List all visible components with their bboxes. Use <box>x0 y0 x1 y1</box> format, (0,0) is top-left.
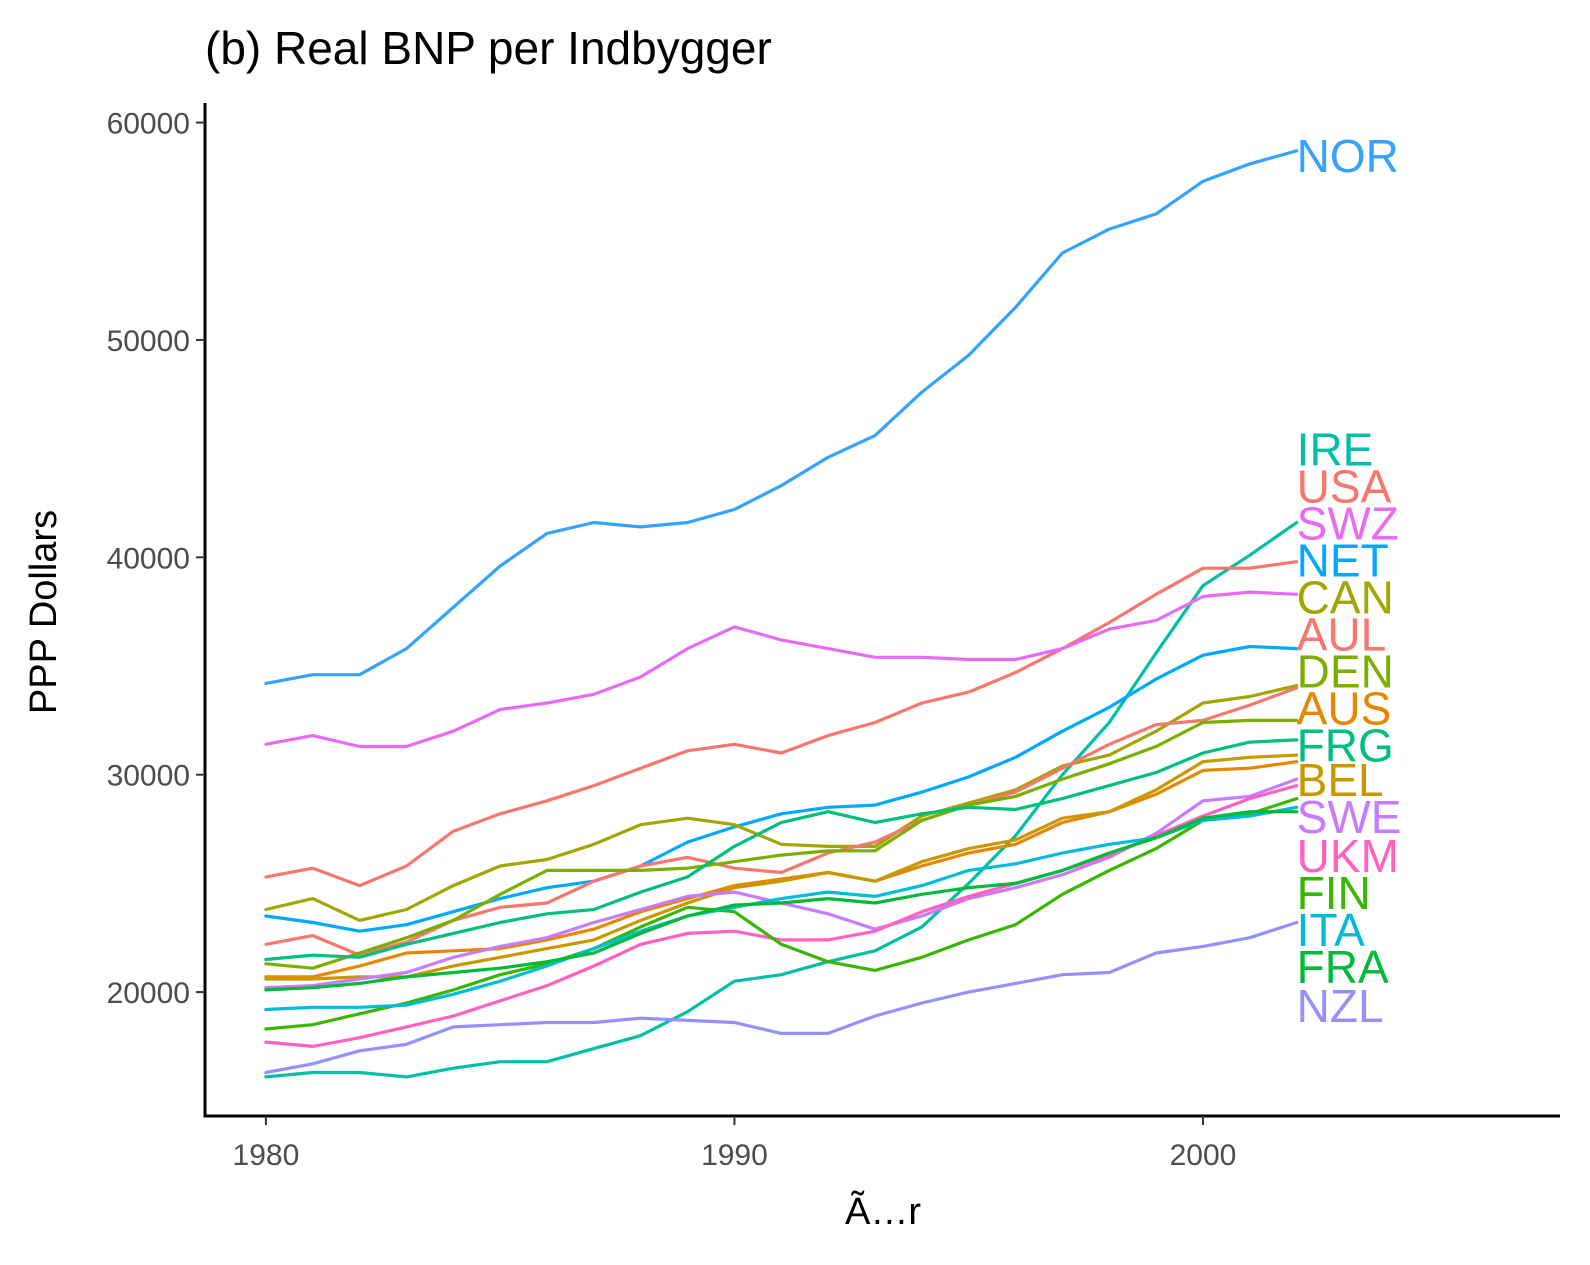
series-label-layer: NORIREUSASWZNETCANAULDENAUSFRGBELSWEUKMF… <box>1297 130 1402 1032</box>
series-line-usa <box>264 560 1299 888</box>
x-tick-label: 2000 <box>1170 1139 1237 1172</box>
series-label-ukm: UKM <box>1297 830 1399 882</box>
series-label-fra: FRA <box>1297 941 1389 993</box>
series-label-swe: SWE <box>1297 791 1402 843</box>
series-line-frg <box>264 738 1299 962</box>
series-label-nzl: NZL <box>1297 980 1384 1032</box>
series-label-frg: FRG <box>1297 719 1394 771</box>
series-label-can: CAN <box>1297 571 1394 623</box>
y-tick-label: 20000 <box>107 977 190 1010</box>
series-label-fin: FIN <box>1297 867 1371 919</box>
series-label-ire: IRE <box>1297 424 1374 476</box>
series-line-can <box>264 683 1299 923</box>
series-label-bel: BEL <box>1297 754 1384 806</box>
series-line-fin <box>264 796 1299 1031</box>
chart-title: (b) Real BNP per Indbygger <box>205 22 772 74</box>
series-label-nor: NOR <box>1297 130 1399 182</box>
series-label-net: NET <box>1297 535 1389 587</box>
series-label-swz: SWZ <box>1297 498 1399 550</box>
y-tick-label: 40000 <box>107 542 190 575</box>
y-tick-label: 60000 <box>107 108 190 141</box>
series-line-swz <box>264 590 1299 749</box>
series-label-den: DEN <box>1297 645 1394 697</box>
series-label-aus: AUS <box>1297 682 1392 734</box>
series-label-aul: AUL <box>1297 608 1386 660</box>
x-axis-title: Ã…r <box>845 1190 921 1233</box>
axis-ticks-layer: 1980 1990 2000 20000 30000 40000 50000 60000 <box>107 108 1237 1172</box>
x-tick-label: 1980 <box>233 1139 300 1172</box>
series-line-net <box>264 644 1299 933</box>
series-line-nor <box>264 149 1299 686</box>
x-tick-label: 1990 <box>701 1139 768 1172</box>
series-line-nzl <box>264 920 1299 1075</box>
series-line-fra <box>264 810 1299 992</box>
series-label-usa: USA <box>1297 461 1392 513</box>
series-line-den <box>264 718 1299 970</box>
y-tick-label: 30000 <box>107 760 190 793</box>
series-line-ita <box>264 805 1299 1012</box>
y-tick-label: 50000 <box>107 325 190 358</box>
series-line-bel <box>264 753 1299 981</box>
y-axis-title: PPP Dollars <box>23 510 65 714</box>
series-layer <box>264 149 1299 1079</box>
series-label-ita: ITA <box>1297 904 1365 956</box>
